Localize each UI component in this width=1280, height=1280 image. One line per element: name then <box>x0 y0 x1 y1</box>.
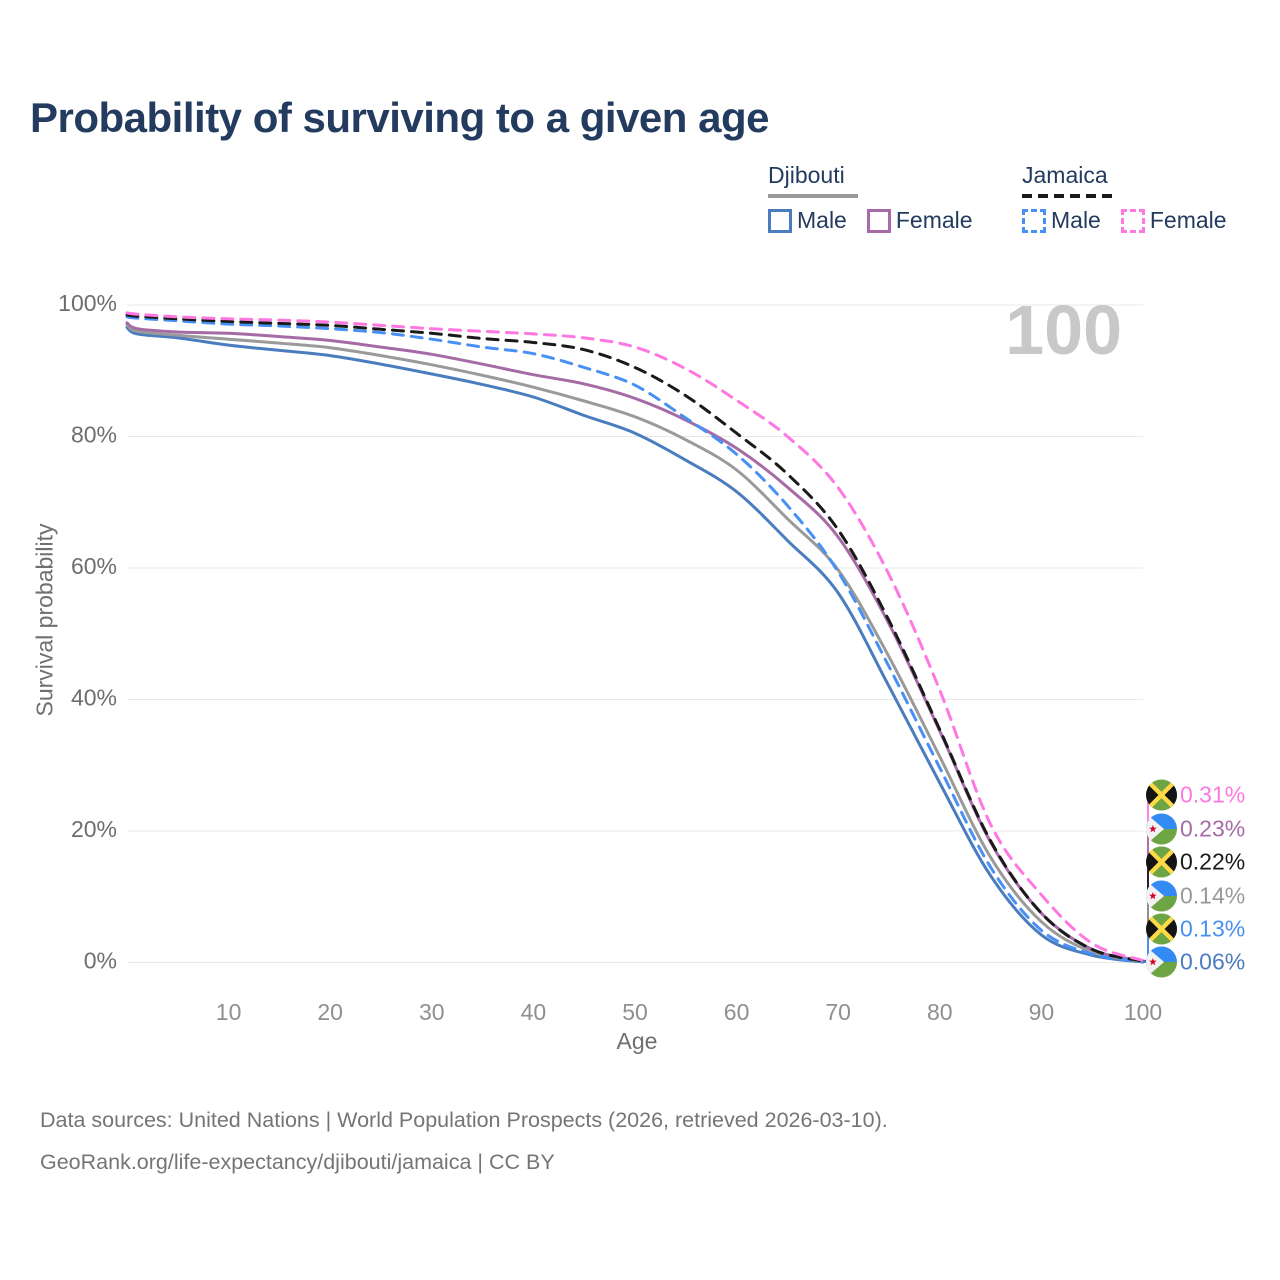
jamaica-female-swatch-icon <box>1120 208 1145 233</box>
svg-text:70: 70 <box>825 999 851 1025</box>
legend-country-jamaica: Jamaica <box>1022 162 1108 188</box>
djibouti-flag-icon <box>1146 946 1177 978</box>
svg-text:60: 60 <box>724 999 750 1025</box>
end-value: 0.06% <box>1180 948 1246 975</box>
svg-text:10: 10 <box>216 999 242 1025</box>
svg-text:20: 20 <box>317 999 343 1025</box>
legend-label: Male <box>797 207 847 233</box>
svg-text:100%: 100% <box>58 290 117 316</box>
legend-item-djibouti-female: Female <box>866 207 973 234</box>
data-sources-line: Data sources: United Nations | World Pop… <box>40 1108 888 1132</box>
legend-item-jamaica-female: Female <box>1120 207 1227 234</box>
legend-label: Male <box>1051 207 1101 233</box>
legend-label: Female <box>1149 207 1227 233</box>
jamaica-male-swatch-icon <box>1022 208 1046 233</box>
svg-text:40%: 40% <box>71 685 117 711</box>
svg-text:60%: 60% <box>71 553 117 579</box>
legend-country-djibouti: Djibouti <box>768 162 845 188</box>
jamaica-flag-icon <box>1146 779 1177 811</box>
svg-text:20%: 20% <box>71 816 117 842</box>
y-axis-title: Survival probability <box>31 523 58 717</box>
end-value: 0.23% <box>1180 815 1246 842</box>
djibouti-line-swatch <box>768 194 858 198</box>
end-label-jamaica-male: 0.13% <box>1146 913 1246 945</box>
svg-text:100: 100 <box>1124 999 1162 1025</box>
end-value: 0.22% <box>1180 848 1246 875</box>
end-label-djibouti-total: 0.14% <box>1146 880 1246 912</box>
jamaica-line-swatch <box>1022 194 1112 198</box>
svg-text:90: 90 <box>1029 999 1055 1025</box>
legend-item-jamaica-male: Male <box>1022 207 1101 234</box>
legend-item-djibouti-male: Male <box>768 207 847 234</box>
attribution-line: GeoRank.org/life-expectancy/djibouti/jam… <box>40 1150 555 1174</box>
legend-label: Female <box>895 207 973 233</box>
age-watermark: 100 <box>1005 291 1122 369</box>
djibouti-flag-icon <box>1146 880 1177 912</box>
legend-group-djibouti: Djibouti Male Female <box>768 162 993 234</box>
footer: Data sources: United Nations | World Pop… <box>40 1108 888 1192</box>
svg-text:0%: 0% <box>84 948 117 974</box>
svg-text:40: 40 <box>521 999 547 1025</box>
end-label-djibouti-male: 0.06% <box>1146 946 1246 978</box>
end-label-djibouti-female: 0.23% <box>1146 813 1246 845</box>
end-value: 0.14% <box>1180 882 1246 909</box>
djibouti-female-swatch-icon <box>866 208 891 233</box>
end-value: 0.31% <box>1180 781 1246 808</box>
end-label-jamaica-female: 0.31% <box>1146 779 1246 811</box>
x-axis-title: Age <box>616 1028 658 1054</box>
djibouti-male-swatch-icon <box>768 208 792 233</box>
chart-title: Probability of surviving to a given age <box>30 94 769 141</box>
svg-text:30: 30 <box>419 999 445 1025</box>
svg-text:80%: 80% <box>71 422 117 448</box>
jamaica-flag-icon <box>1146 846 1177 878</box>
svg-text:50: 50 <box>622 999 648 1025</box>
end-label-jamaica-total: 0.22% <box>1146 846 1246 878</box>
djibouti-flag-icon <box>1146 813 1177 845</box>
jamaica-flag-icon <box>1146 913 1177 945</box>
svg-text:80: 80 <box>927 999 953 1025</box>
legend-group-jamaica: Jamaica Male Female <box>1022 162 1247 234</box>
end-value: 0.13% <box>1180 915 1246 942</box>
